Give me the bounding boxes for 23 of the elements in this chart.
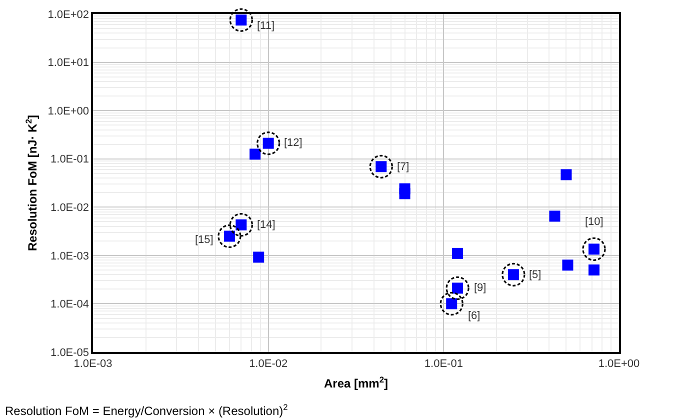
annotation: [11] (257, 20, 275, 32)
y-tick-label: 1.0E-04 (50, 298, 90, 311)
x-tick-label: 1.0E-02 (249, 358, 288, 370)
annotation: [10] (585, 216, 604, 228)
y-tick-label: 1.0E-03 (50, 250, 90, 262)
y-tick-label: 1.0E-05 (50, 346, 90, 359)
annotation: [14] (257, 219, 276, 231)
y-tick-label: 1.0E-02 (50, 202, 90, 214)
text: Resolution FoM = Energy/Conversion × (Resolution)$^{2}$ (5, 402, 288, 418)
y-tick-label: 1.0E-01 (50, 154, 90, 166)
y-tick-label: 1.0E+00 (48, 105, 90, 118)
annotation: [15] (195, 234, 214, 246)
annotation: [12] (284, 137, 302, 149)
x-tick-label: 1.0E+00 (598, 358, 640, 370)
y-tick-label: 1.0E+01 (48, 57, 90, 70)
x-tick-label: 1.0E-03 (74, 358, 112, 370)
annotation: [6] (468, 310, 480, 322)
annotation: [7] (397, 161, 410, 173)
annotation: [9] (474, 282, 486, 294)
x-axis-title: Area [mm$^{2}$] (324, 374, 388, 390)
x-tick-label: 1.0E-01 (424, 358, 463, 370)
y-tick-label: 1.0E+02 (48, 8, 90, 21)
annotation: [5] (529, 269, 542, 281)
